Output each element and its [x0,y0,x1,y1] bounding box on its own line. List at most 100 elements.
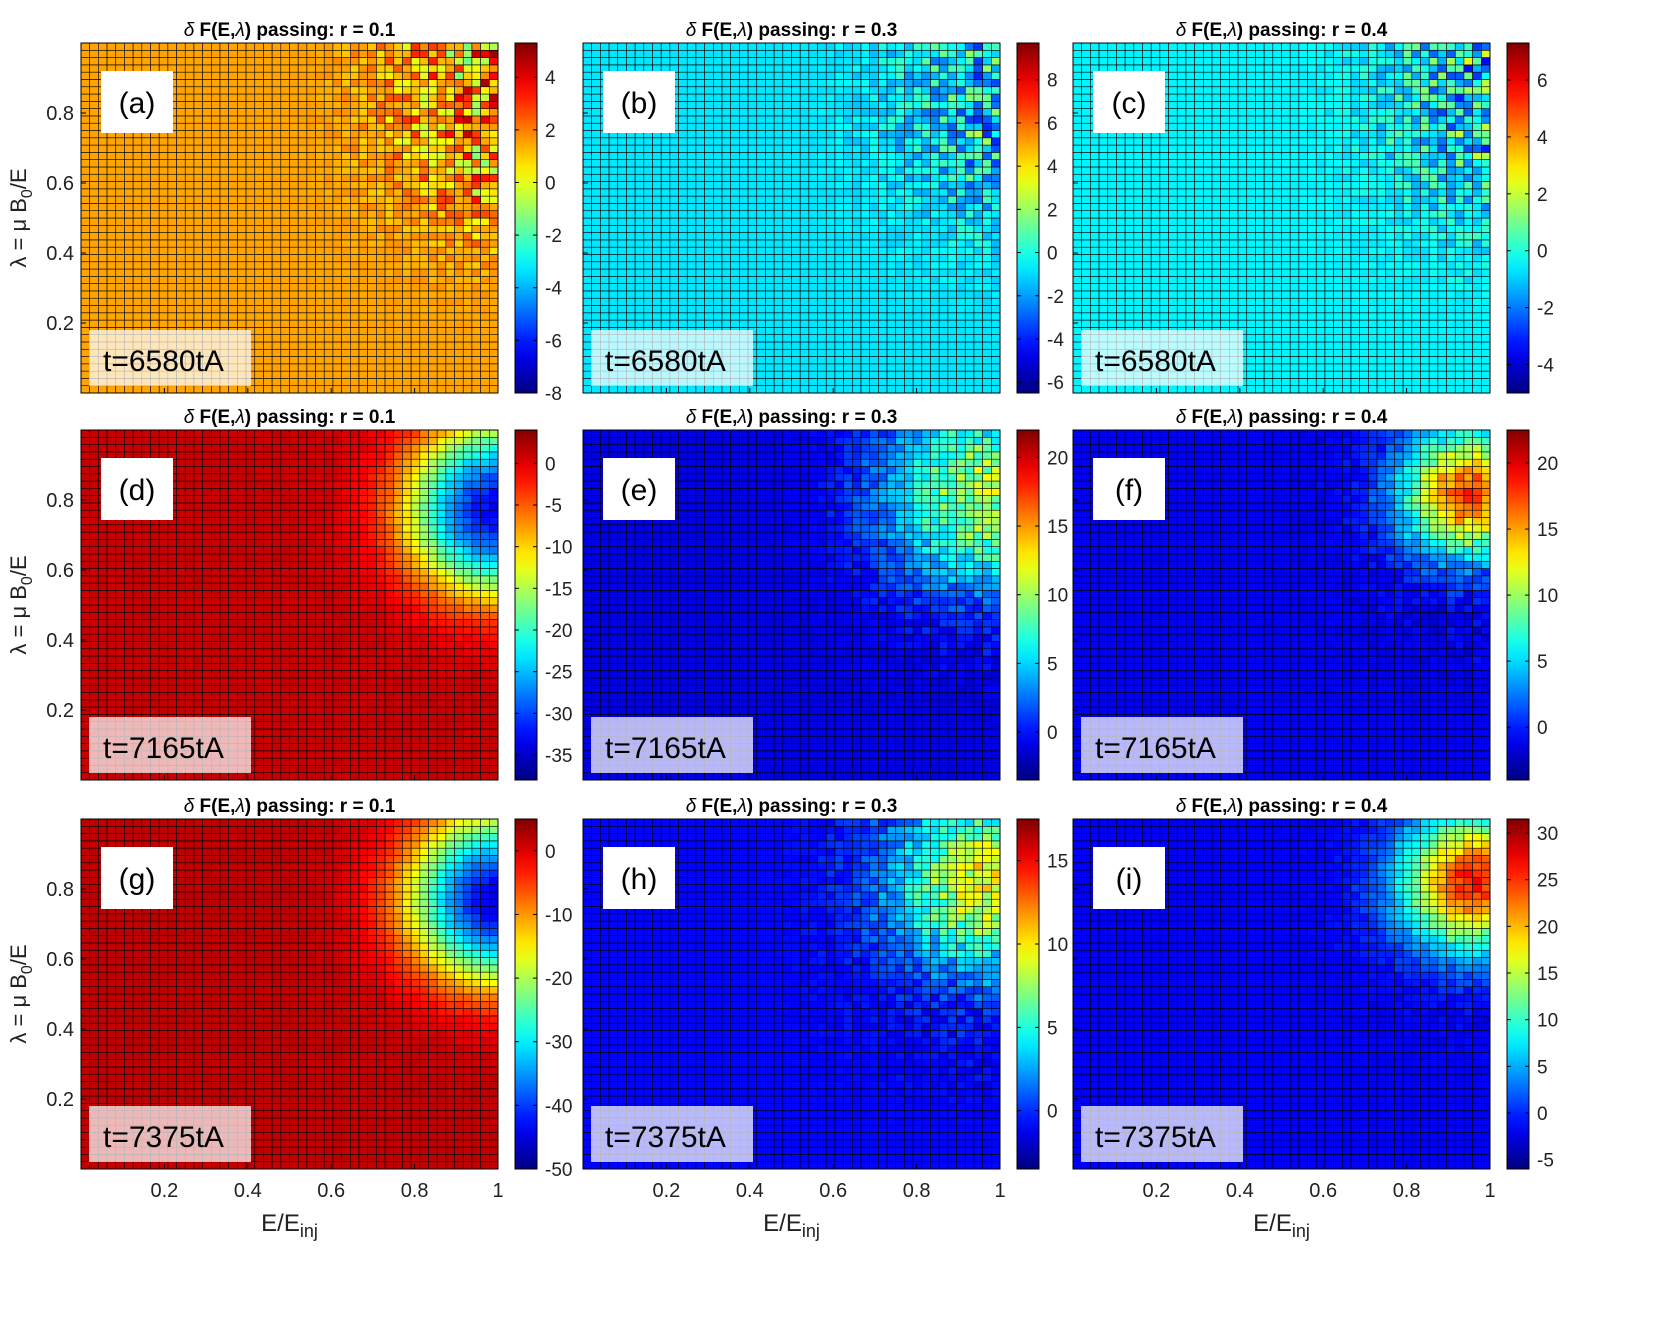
heatmap-cell [957,123,966,130]
heatmap-cell [844,72,853,79]
heatmap-cell [696,233,705,240]
heatmap-cell [107,182,116,189]
heatmap-cell [472,225,481,232]
heatmap-cell [774,364,783,371]
heatmap-cell [957,152,966,159]
heatmap-cell [870,247,879,254]
heatmap-cell [687,276,696,283]
heatmap-cell [592,211,601,218]
heatmap-cell [455,357,464,364]
heatmap-cell [237,218,246,225]
heatmap-cell [246,306,255,313]
heatmap-cell [472,262,481,269]
heatmap-cell [446,79,455,86]
heatmap-cell [870,291,879,298]
heatmap-cell [298,306,307,313]
heatmap-cell [220,123,229,130]
heatmap-cell [237,298,246,305]
heatmap-cell [644,386,653,393]
heatmap-cell [185,116,194,123]
heatmap-cell [290,101,299,108]
heatmap-cell [626,152,635,159]
heatmap-cell [974,306,983,313]
heatmap-cell [679,254,688,261]
heatmap-cell [618,254,627,261]
heatmap-cell [583,313,592,320]
heatmap-cell [159,291,168,298]
heatmap-cell [896,189,905,196]
heatmap-cell [376,262,385,269]
heatmap-cell [618,138,627,145]
heatmap-cell [107,386,116,393]
heatmap-cell [670,167,679,174]
heatmap-cell [635,50,644,57]
heatmap-cell [948,50,957,57]
heatmap-cell [472,254,481,261]
heatmap-cell [800,167,809,174]
heatmap-cell [298,182,307,189]
heatmap-cell [272,386,281,393]
heatmap-cell [307,378,316,385]
heatmap-cell [420,101,429,108]
heatmap-cell [783,247,792,254]
heatmap-cell [861,94,870,101]
heatmap-cell [765,160,774,167]
heatmap-cell [402,79,411,86]
heatmap-cell [913,240,922,247]
heatmap-cell [211,50,220,57]
heatmap-cell [1082,109,1091,116]
heatmap-cell [324,182,333,189]
heatmap-cell [696,306,705,313]
heatmap-cell [124,269,133,276]
heatmap-cell [368,87,377,94]
heatmap-cell [852,58,861,65]
heatmap-cell [298,335,307,342]
heatmap-cell [844,138,853,145]
heatmap-cell [1082,87,1091,94]
heatmap-cell [974,247,983,254]
heatmap-cell [748,145,757,152]
heatmap-cell [852,160,861,167]
title-delta: δ [184,20,195,41]
heatmap-cell [931,320,940,327]
heatmap-cell [489,87,498,94]
heatmap-cell [957,174,966,181]
heatmap-cell [333,269,342,276]
title-delta: δ [686,20,697,41]
heatmap-cell [878,152,887,159]
heatmap-cell [463,313,472,320]
heatmap-cell [159,203,168,210]
heatmap-cell [661,174,670,181]
heatmap-cell [281,101,290,108]
heatmap-cell [792,203,801,210]
heatmap-cell [609,298,618,305]
heatmap-cell [420,203,429,210]
heatmap-cell [713,276,722,283]
heatmap-cell [748,211,757,218]
heatmap-cell [826,94,835,101]
heatmap-cell [748,167,757,174]
heatmap-cell [948,145,957,152]
heatmap-cell [411,371,420,378]
heatmap-cell [852,43,861,50]
heatmap-cell [229,145,238,152]
heatmap-cell [437,87,446,94]
heatmap-cell [765,152,774,159]
heatmap-cell [402,123,411,130]
heatmap-cell [896,342,905,349]
heatmap-cell [844,211,853,218]
heatmap-cell [957,65,966,72]
heatmap-cell [1082,65,1091,72]
heatmap-cell [411,109,420,116]
heatmap-cell [489,378,498,385]
heatmap-cell [368,79,377,86]
heatmap-cell [809,342,818,349]
heatmap-cell [818,364,827,371]
heatmap-cell [626,306,635,313]
heatmap-cell [359,284,368,291]
heatmap-cell [429,211,438,218]
heatmap-cell [870,203,879,210]
heatmap-cell [437,225,446,232]
heatmap-cell [211,225,220,232]
heatmap-cell [922,298,931,305]
